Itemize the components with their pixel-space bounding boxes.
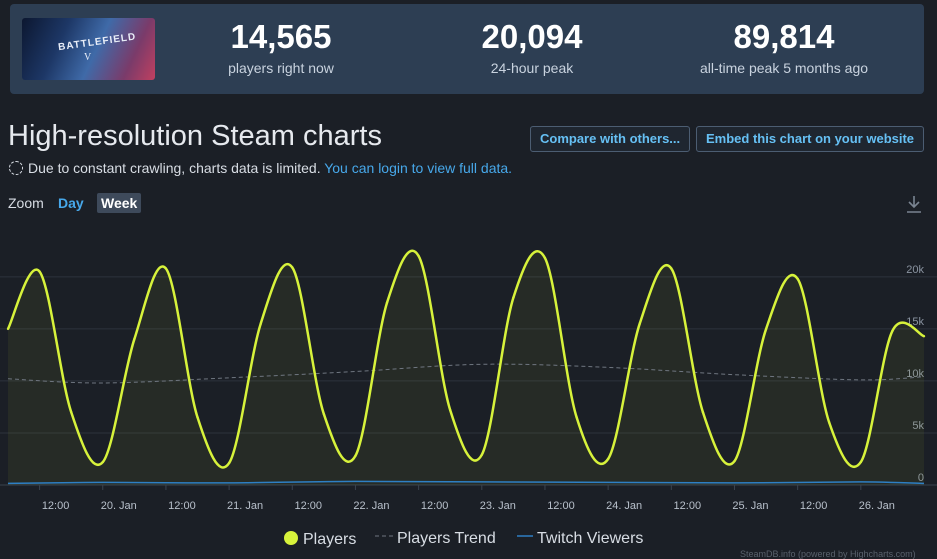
players-point [101,460,105,464]
players-area [8,250,924,485]
game-thumbnail[interactable]: BATTLEFIELD V [22,18,155,80]
players-point [227,461,231,465]
players-point [449,408,452,412]
players-point [733,459,736,463]
players-point [670,267,673,270]
stats-panel: BATTLEFIELD V 14,565 players right now 2… [10,4,924,94]
players-line [6,249,925,469]
zoom-week-button[interactable]: Week [97,193,142,213]
legend-players[interactable]: Players [283,530,356,549]
x-tick-label: 12:00 [168,500,196,512]
legend-trend-label: Players Trend [397,530,496,547]
y-tick-label: 20k [906,264,924,276]
trend-legend-marker [375,535,393,537]
stat-24h-peak-label: 24-hour peak [490,60,574,76]
compare-button[interactable]: Compare with others... [530,126,691,152]
game-logo-text: BATTLEFIELD [57,31,137,54]
players-point [417,254,420,258]
x-tick-label: 23. Jan [480,500,516,512]
players-points [6,254,926,465]
zoom-day-button[interactable]: Day [58,195,84,211]
players-legend-marker [284,531,298,545]
stat-current-label: players right now [228,60,334,76]
players-point [512,296,515,299]
players-point [259,322,262,325]
x-axis-labels: 12:00 20. Jan 12:00 21. Jan 12:00 22. Jan 12:0… [39,485,895,512]
players-point [828,421,831,424]
legend-twitch-label: Twitch Viewers [537,530,644,547]
players-point [891,329,894,333]
players-point [6,327,10,331]
legend-trend[interactable]: Players Trend [375,530,496,548]
stat-current-value: 14,565 [230,18,332,55]
game-logo-sub: V [84,52,92,63]
players-point [70,410,73,414]
legend-players-label: Players [303,531,357,548]
x-tick-label: 24. Jan [606,500,642,512]
players-point [164,267,168,270]
players-point [796,277,799,281]
players-point [575,416,578,419]
players-point [38,270,41,273]
x-tick-label: 12:00 [421,500,449,512]
players-point [701,410,705,414]
players-point [480,453,483,456]
players-point [859,460,862,464]
x-tick-label: 12:00 [547,500,575,512]
players-trend-line [7,363,925,384]
embed-button[interactable]: Embed this chart on your website [696,126,925,152]
twitch-legend-marker [517,535,533,537]
players-point [922,335,926,338]
dashed-circle-icon [9,161,23,175]
players-point [543,256,547,260]
notice-text: Due to constant crawling, charts data is… [28,160,321,176]
x-tick-label: 12:00 [674,500,702,512]
players-point [385,301,389,304]
players-point [638,322,641,325]
data-limit-notice: Due to constant crawling, charts data is… [9,160,512,176]
x-tick-label: 22. Jan [353,500,389,512]
login-link[interactable]: You can login to view full data. [324,160,513,176]
y-tick-label: 5k [912,420,924,432]
x-tick-label: 25. Jan [732,500,768,512]
stat-current: 14,565 players right now [171,18,391,76]
players-point [354,454,357,458]
x-tick-label: 21. Jan [227,500,263,512]
zoom-label: Zoom [8,195,44,211]
stat-24h-peak: 20,094 24-hour peak [422,18,642,76]
players-point [196,416,199,419]
x-tick-label: 12:00 [295,500,323,512]
players-point [764,327,768,331]
stat-alltime-peak-label: all-time peak 5 months ago [699,60,869,76]
players-point [322,413,326,416]
players-point [133,338,136,341]
chart-footer: SteamDB.info (powered by Highcharts.com) [740,549,916,559]
download-icon[interactable] [905,194,923,214]
x-tick-label: 26. Jan [859,500,895,512]
stat-24h-peak-value: 20,094 [481,18,583,55]
stat-alltime-peak-value: 89,814 [733,18,835,55]
legend-twitch[interactable]: Twitch Viewers [517,530,643,548]
x-tick-label: 20. Jan [101,500,137,512]
x-tick-label: 12:00 [800,500,828,512]
twitch-viewers-line [7,480,925,485]
y-tick-label: 0 [918,472,924,484]
x-tick-label: 12:00 [42,500,70,512]
stat-alltime-peak: 89,814 all-time peak 5 months ago [674,18,894,76]
players-point [606,457,610,461]
players-point [291,266,294,269]
page-title: High-resolution Steam charts [8,120,382,152]
